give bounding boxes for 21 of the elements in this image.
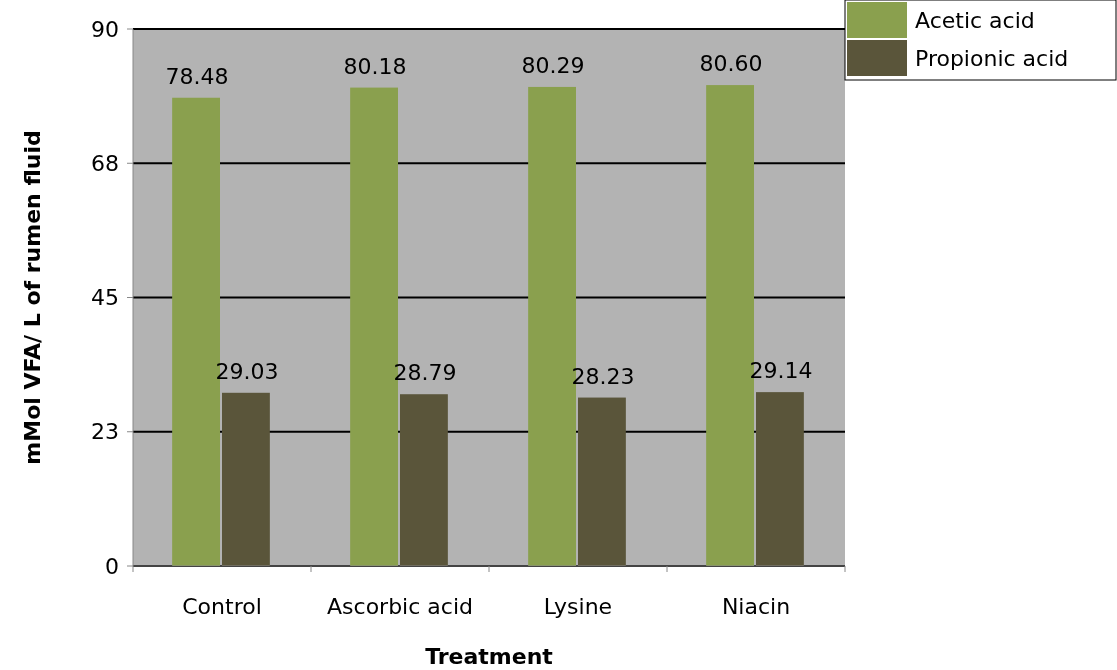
- data-label: 80.60: [699, 51, 763, 77]
- legend-label: Acetic acid: [915, 7, 1035, 33]
- bar: [756, 392, 804, 566]
- data-label: 78.48: [165, 63, 229, 89]
- legend-label: Propionic acid: [915, 45, 1069, 71]
- y-tick-label: 90: [91, 16, 119, 42]
- x-tick-label: Niacin: [721, 594, 791, 619]
- data-label: 80.29: [521, 52, 585, 78]
- x-axis-title: Treatment: [425, 644, 554, 669]
- y-tick-label: 68: [91, 150, 119, 176]
- bar: [400, 394, 448, 566]
- y-tick-label: 23: [91, 419, 119, 445]
- y-tick-label: 45: [91, 285, 119, 311]
- y-tick-label: 0: [105, 553, 119, 579]
- data-label: 80.18: [343, 53, 407, 79]
- bar: [222, 392, 270, 566]
- x-tick-label: Lysine: [543, 594, 613, 619]
- x-tick-label: Ascorbic acid: [327, 594, 473, 619]
- y-axis-title: mMol VFA/ L of rumen fluid: [20, 130, 45, 465]
- bar: [578, 397, 626, 566]
- x-tick-label: Control: [182, 594, 262, 619]
